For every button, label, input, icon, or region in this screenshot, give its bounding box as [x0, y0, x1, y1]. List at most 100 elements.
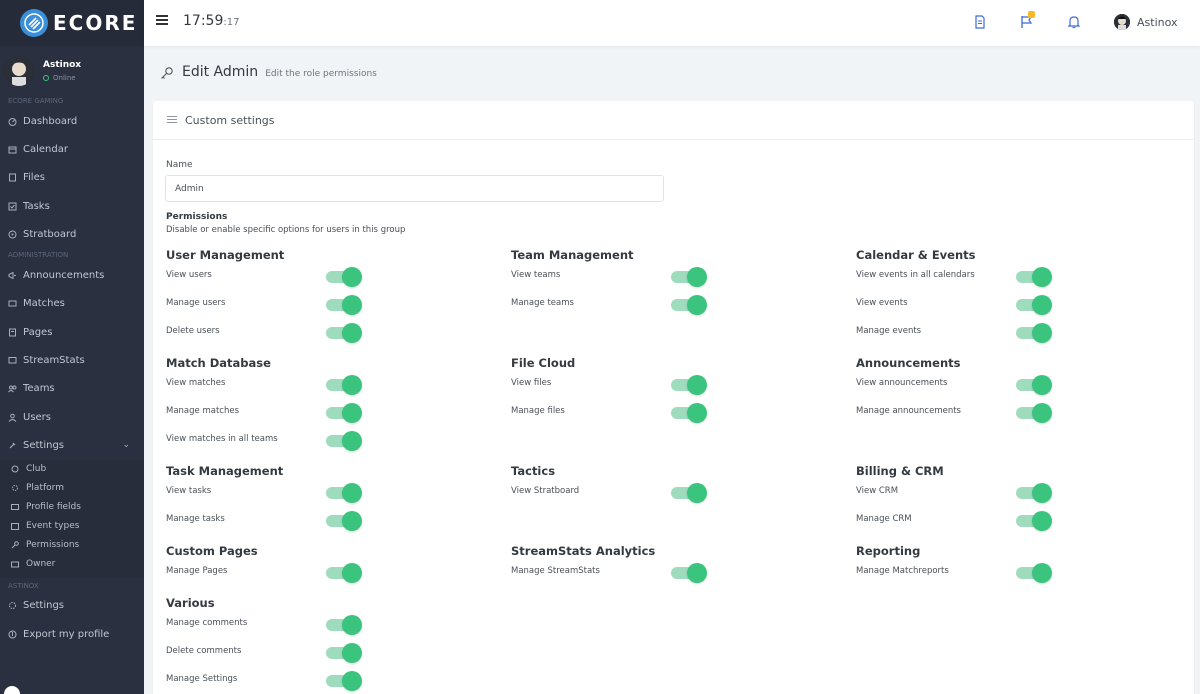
flag-icon[interactable]: [1020, 11, 1036, 30]
permission-toggle[interactable]: [1016, 402, 1052, 423]
sidebar-user[interactable]: Astinox Online: [0, 50, 144, 92]
top-header: 17:59:17 Astinox: [144, 0, 1200, 46]
permission-group: Team Management View teams Manage teams: [511, 248, 811, 324]
sidebar-item-label: Settings: [23, 439, 65, 451]
sidebar-item-pages[interactable]: Pages: [0, 318, 144, 346]
permission-toggle[interactable]: [326, 375, 362, 395]
permissions-icon: [11, 541, 19, 549]
sidebar-item-streamstats[interactable]: StreamStats: [0, 346, 144, 374]
permission-toggle[interactable]: [326, 642, 362, 663]
permission-row: View CRM: [856, 483, 1156, 512]
bell-icon[interactable]: [1067, 14, 1083, 30]
sidebar-item-tasks[interactable]: Tasks: [0, 192, 144, 220]
permission-row: Manage announcements: [856, 402, 1156, 432]
permission-toggle[interactable]: [671, 402, 707, 423]
permission-group: Task Management View tasks Manage tasks: [166, 464, 466, 540]
permission-toggle[interactable]: [671, 294, 707, 315]
sidebar-item-teams[interactable]: Teams: [0, 375, 144, 403]
ecore-logo-icon: [20, 9, 48, 37]
permission-toggle[interactable]: [326, 615, 362, 635]
sidebar-item-settings[interactable]: Settings ⌄: [0, 431, 144, 459]
permission-group: StreamStats Analytics Manage StreamStats: [511, 544, 811, 592]
help-icon[interactable]: [4, 686, 20, 694]
permission-toggle[interactable]: [1016, 322, 1052, 343]
permission-row: View tasks: [166, 483, 466, 512]
page-subtitle: Edit the role permissions: [265, 69, 377, 79]
permission-toggle[interactable]: [671, 375, 707, 395]
permission-toggle[interactable]: [1016, 294, 1052, 315]
sidebar-item-users[interactable]: Users: [0, 403, 144, 431]
menu-toggle-icon[interactable]: [156, 15, 168, 25]
permission-toggle[interactable]: [671, 483, 707, 503]
streamstats-icon: [8, 356, 17, 365]
permission-toggle[interactable]: [1016, 267, 1052, 287]
document-icon[interactable]: [973, 14, 989, 30]
sidebar-subitem-label: Platform: [26, 483, 64, 494]
permission-toggle[interactable]: [326, 267, 362, 287]
permission-group-title: Reporting: [856, 544, 921, 558]
sidebar-subitem-platform[interactable]: Platform: [0, 479, 144, 498]
sidebar-item-label: Files: [23, 172, 45, 184]
permission-label: Manage matches: [166, 405, 240, 416]
toggle-knob: [687, 267, 707, 287]
sidebar-item-announcements[interactable]: Announcements: [0, 261, 144, 289]
permission-toggle[interactable]: [326, 670, 362, 691]
permission-row: Manage StreamStats: [511, 563, 811, 592]
permission-toggle[interactable]: [1016, 563, 1052, 583]
sidebar-item-label: Pages: [23, 326, 53, 338]
sidebar-item-user-settings[interactable]: Settings: [0, 592, 144, 620]
sidebar-item-label: Settings: [23, 600, 65, 612]
brand-logo[interactable]: ECORE: [0, 0, 144, 46]
permission-toggle[interactable]: [671, 563, 707, 583]
list-icon: [167, 115, 177, 125]
sidebar-item-dashboard[interactable]: Dashboard: [0, 107, 144, 135]
permission-label: Manage users: [166, 297, 226, 308]
permission-row: Manage matches: [166, 402, 466, 432]
sidebar-subitem-owner[interactable]: Owner: [0, 555, 144, 574]
role-name-input[interactable]: [165, 175, 664, 202]
chevron-down-icon[interactable]: ⌄: [122, 440, 130, 451]
permission-label: View users: [166, 270, 212, 280]
permission-toggle[interactable]: [326, 402, 362, 423]
permission-toggle[interactable]: [326, 563, 362, 583]
sidebar-item-files[interactable]: Files: [0, 164, 144, 192]
dashboard-icon: [8, 117, 17, 126]
sidebar-item-export-profile[interactable]: Export my profile: [0, 620, 144, 648]
owner-icon: [11, 560, 19, 568]
permission-group-title: Tactics: [511, 464, 556, 478]
permission-toggle[interactable]: [326, 294, 362, 315]
permission-toggle[interactable]: [326, 510, 362, 531]
permission-toggle[interactable]: [671, 267, 707, 287]
permission-toggle[interactable]: [1016, 375, 1052, 395]
sidebar-subitem-label: Profile fields: [26, 502, 81, 513]
permission-toggle[interactable]: [326, 483, 362, 503]
permission-toggle[interactable]: [326, 322, 362, 343]
permission-label: Manage tasks: [166, 513, 225, 524]
matches-icon: [8, 299, 17, 308]
permission-row: Manage Matchreports: [856, 563, 1156, 592]
sidebar-item-stratboard[interactable]: Stratboard: [0, 220, 144, 248]
sidebar-subitem-event-types[interactable]: Event types: [0, 517, 144, 536]
toggle-knob: [1032, 563, 1052, 583]
header-user-menu[interactable]: Astinox: [1114, 14, 1178, 30]
permission-row: Manage files: [511, 402, 811, 432]
section-title-ecore-gaming: ECORE GAMING: [8, 97, 64, 105]
toggle-knob: [1032, 267, 1052, 287]
permission-toggle[interactable]: [326, 430, 362, 451]
permission-toggle[interactable]: [1016, 483, 1052, 503]
toggle-knob: [342, 430, 362, 451]
permission-row: Delete users: [166, 322, 466, 352]
permission-row: View events in all calendars: [856, 267, 1156, 296]
sidebar-item-label: Tasks: [23, 200, 50, 212]
sidebar-item-calendar[interactable]: Calendar: [0, 135, 144, 163]
sidebar-subitem-club[interactable]: Club: [0, 460, 144, 479]
permission-row: Manage comments: [166, 615, 466, 644]
permission-row: Delete comments: [166, 642, 466, 672]
sidebar-item-label: StreamStats: [23, 355, 85, 367]
toggle-knob: [342, 670, 362, 691]
sidebar-item-matches[interactable]: Matches: [0, 290, 144, 318]
header-username: Astinox: [1137, 15, 1178, 29]
sidebar-subitem-profile-fields[interactable]: Profile fields: [0, 498, 144, 517]
sidebar-subitem-permissions[interactable]: Permissions: [0, 536, 144, 555]
permission-toggle[interactable]: [1016, 510, 1052, 531]
